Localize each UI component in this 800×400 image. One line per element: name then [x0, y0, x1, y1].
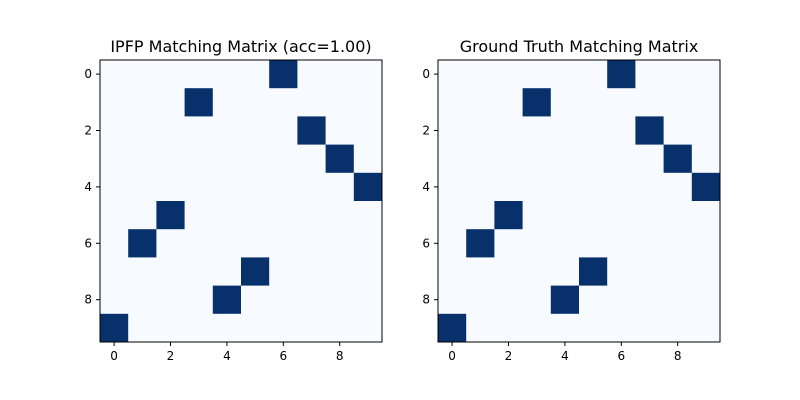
ground-truth-cell-r6-c1 [466, 229, 495, 258]
ipfp-cell-r2-c7 [297, 116, 326, 145]
ground-truth-x-tick-label-8: 8 [674, 349, 682, 363]
ground-truth-x-tick-label-2: 2 [505, 349, 513, 363]
ground-truth-cell-r0-c6 [607, 60, 636, 89]
ipfp-cell-r0-c6 [269, 60, 298, 89]
ipfp-cell-r8-c4 [212, 285, 241, 314]
ground-truth-cell-r7-c5 [579, 257, 608, 286]
ipfp-x-tick-label-4: 4 [223, 349, 231, 363]
heatmap-panel-ipfp: IPFP Matching Matrix (acc=1.00) 0 2 4 6 8 0 2 4… [84, 37, 383, 363]
ground-truth-axes-frame [437, 59, 721, 343]
ipfp-y-tick-label-4: 4 [84, 180, 92, 194]
ipfp-cell-r9-c0 [100, 313, 129, 342]
ground-truth-cell-r1-c3 [522, 88, 551, 117]
ground-truth-cell-r8-c4 [550, 285, 579, 314]
chart-title-ground-truth: Ground Truth Matching Matrix [460, 37, 699, 56]
ipfp-x-tick-label-8: 8 [336, 349, 344, 363]
ipfp-y-tick-label-8: 8 [84, 293, 92, 307]
ipfp-x-tick-label-0: 0 [110, 349, 118, 363]
ipfp-y-tick-label-2: 2 [84, 124, 92, 138]
ipfp-cell-r3-c8 [325, 144, 354, 173]
ipfp-cell-r7-c5 [241, 257, 270, 286]
ipfp-cell-r4-c9 [353, 172, 382, 201]
ground-truth-x-tick-label-0: 0 [448, 349, 456, 363]
ipfp-cell-r6-c1 [128, 229, 157, 258]
ground-truth-cell-r4-c9 [691, 172, 720, 201]
ipfp-x-tick-label-6: 6 [279, 349, 287, 363]
ground-truth-y-tick-label-6: 6 [422, 236, 430, 250]
ground-truth-cell-r5-c2 [494, 201, 523, 230]
ground-truth-cell-r3-c8 [663, 144, 692, 173]
chart-title-ipfp: IPFP Matching Matrix (acc=1.00) [110, 37, 371, 56]
heatmap-panel-ground-truth: Ground Truth Matching Matrix 0 2 4 6 8 0 2 4 6 8 [422, 37, 721, 363]
ground-truth-x-tick-label-6: 6 [617, 349, 625, 363]
ground-truth-y-tick-label-8: 8 [422, 293, 430, 307]
ground-truth-y-tick-label-4: 4 [422, 180, 430, 194]
ipfp-x-tick-label-2: 2 [167, 349, 175, 363]
ipfp-cell-r1-c3 [184, 88, 213, 117]
ground-truth-x-tick-label-4: 4 [561, 349, 569, 363]
ground-truth-cell-r2-c7 [635, 116, 664, 145]
ipfp-y-tick-label-6: 6 [84, 236, 92, 250]
ground-truth-y-tick-label-0: 0 [422, 67, 430, 81]
ipfp-y-tick-label-0: 0 [84, 67, 92, 81]
ipfp-cell-r5-c2 [156, 201, 185, 230]
ground-truth-y-tick-label-2: 2 [422, 124, 430, 138]
ipfp-axes-frame [99, 59, 383, 343]
ground-truth-cell-r9-c0 [438, 313, 467, 342]
